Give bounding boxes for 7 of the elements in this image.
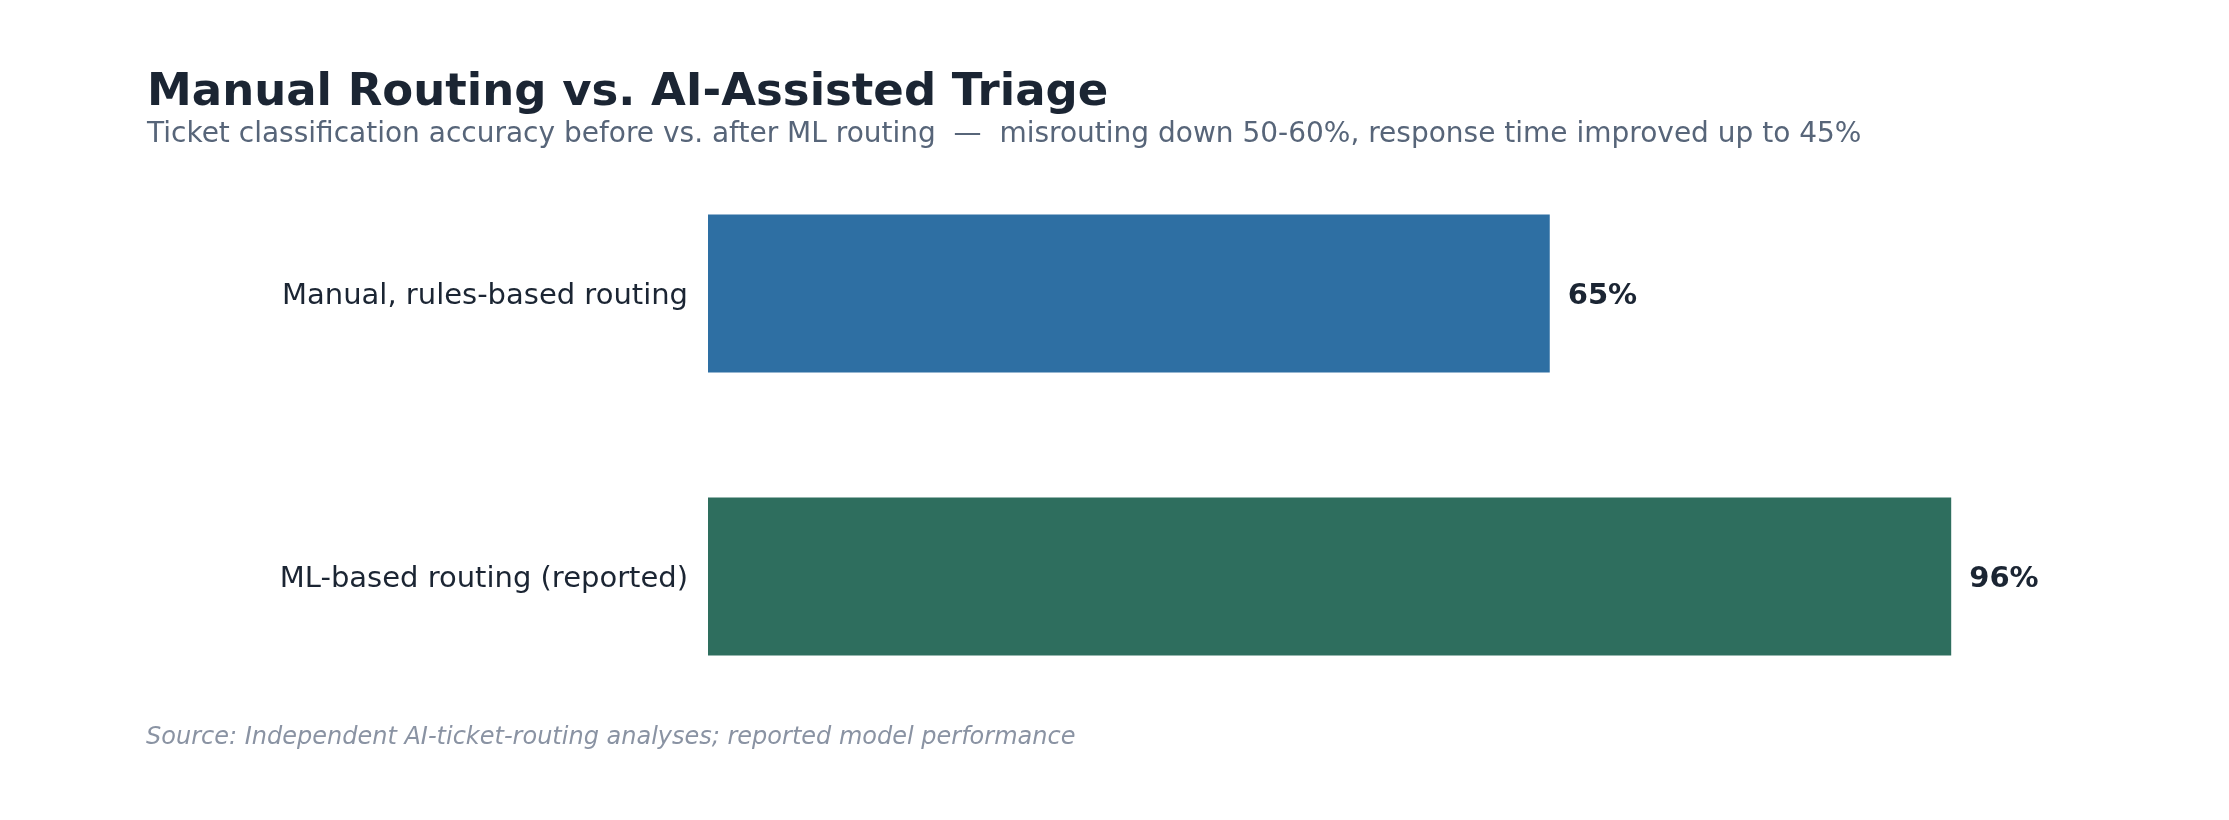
source-note: Source: Independent AI-ticket-routing analyses; reported model performance	[146, 722, 1076, 750]
chart-subtitle: Ticket classification accuracy before vs. after ML routing — misrouting down 50-60%, response time improved up to 45%	[146, 115, 1862, 149]
data-label: 65%	[1567, 276, 1638, 311]
data-label: 96%	[1969, 559, 2039, 594]
chart-title: Manual Routing vs. AI-Assisted Triage	[147, 63, 1109, 116]
y-tick-label: ML-based routing (reported)	[279, 559, 688, 594]
y-tick-label: Manual, rules-based routing	[282, 276, 688, 311]
